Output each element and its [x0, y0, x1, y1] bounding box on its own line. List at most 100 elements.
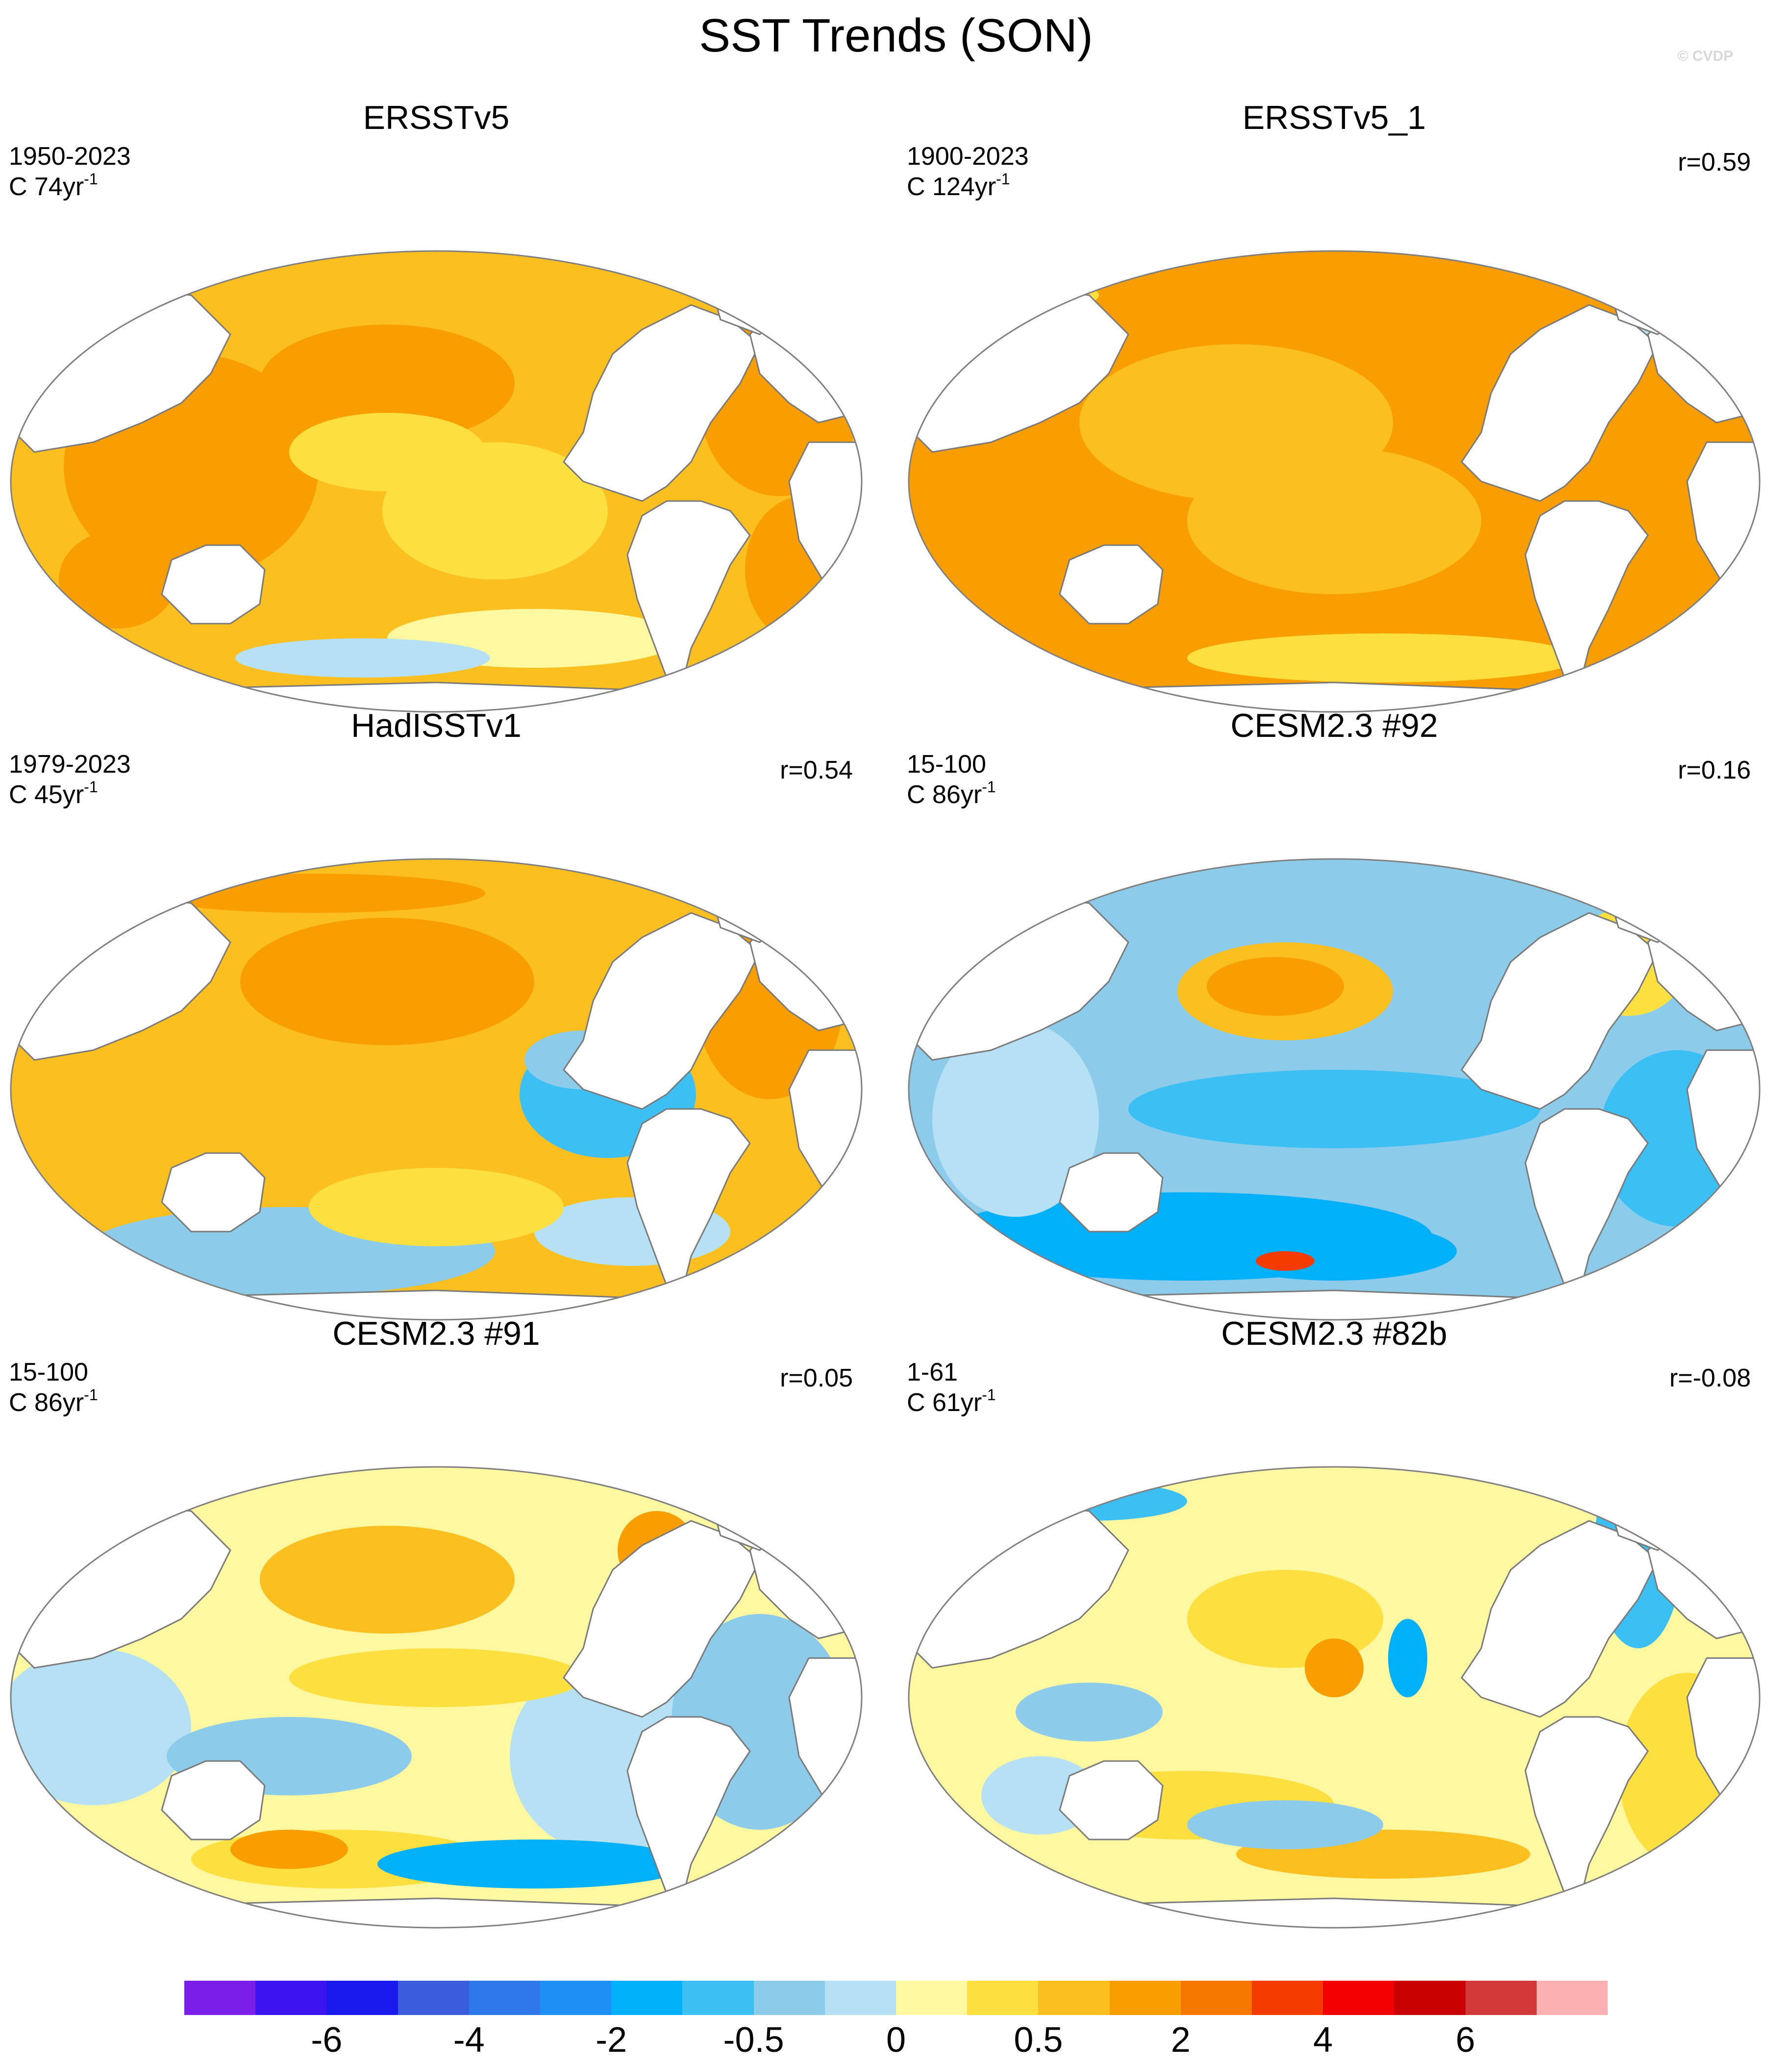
map-panel-ersstv5: ERSSTv5 1950-2023 C 74yr-1 — [0, 98, 872, 745]
pattern-correlation: r=0.59 — [1678, 148, 1751, 176]
figure-title: SST Trends (SON) — [699, 9, 1093, 62]
panel-title: HadISSTv1 — [351, 707, 522, 744]
anomaly-patch — [1128, 1070, 1540, 1148]
colorbar-tick-label: 2 — [1170, 2020, 1191, 2060]
anomaly-patch — [11, 1648, 191, 1805]
continent — [161, 1760, 266, 1840]
units-label: C 74yr-1 — [9, 170, 98, 201]
continent — [1059, 544, 1164, 625]
continent — [1461, 1520, 1659, 1718]
anomaly-patch — [260, 325, 515, 442]
anomaly-patch — [240, 918, 534, 1045]
anomaly-patch — [59, 530, 176, 629]
units-label: C 86yr-1 — [9, 1386, 98, 1417]
copyright-mark: © CVDP — [1677, 48, 1733, 64]
period-info: 15-100 C 86yr-1 — [9, 1357, 98, 1418]
colorbar-swatch — [753, 1981, 825, 2015]
panel-title: CESM2.3 #82b — [1221, 1315, 1447, 1352]
ocean-field — [909, 1467, 1760, 1928]
continent — [161, 1152, 266, 1233]
colorbar-tick-label: -4 — [453, 2020, 485, 2060]
period-range: 1950-2023 — [9, 142, 131, 171]
panel-title: ERSSTv5_1 — [1242, 99, 1426, 136]
continent — [1059, 1760, 1164, 1840]
anomaly-patch — [1256, 1251, 1315, 1271]
continent — [563, 1520, 761, 1718]
anomaly-patch — [932, 1021, 1099, 1217]
colorbar-swatch — [1394, 1981, 1466, 2015]
continent — [563, 912, 761, 1110]
anomaly-patch — [1207, 957, 1344, 1016]
ocean-field — [11, 1467, 862, 1928]
pattern-correlation: r=0.16 — [1678, 756, 1751, 784]
world-map — [908, 250, 1761, 713]
map-panel-cesm-92: CESM2.3 #92 15-100 C 86yr-1 r=0.16 — [898, 706, 1770, 1353]
map-border — [908, 1466, 1761, 1929]
colorbar-swatch — [1536, 1981, 1608, 2015]
colorbar-swatch — [398, 1981, 470, 2015]
colorbar-tick-label: -2 — [596, 2020, 627, 2060]
anomaly-patch — [1305, 1638, 1364, 1697]
period-info: 1979-2023 C 45yr-1 — [9, 749, 131, 810]
continent — [563, 304, 761, 502]
map-panel-cesm-82b: CESM2.3 #82b 1-61 C 61yr-1 r=-0.08 — [898, 1314, 1770, 1961]
colorbar-swatch — [967, 1981, 1039, 2015]
world-map — [10, 1466, 863, 1929]
pattern-correlation: r=0.54 — [780, 756, 853, 784]
anomaly-patch — [1187, 1800, 1383, 1849]
anomaly-patch — [1212, 1222, 1457, 1281]
period-info: 1-61 C 61yr-1 — [907, 1357, 996, 1418]
anomaly-patch — [44, 1040, 240, 1197]
anomaly-patch — [1187, 633, 1579, 682]
continent — [90, 1892, 782, 1928]
continent — [1059, 1152, 1164, 1233]
anomaly-patch — [1187, 447, 1481, 594]
units-label: C 86yr-1 — [907, 778, 996, 809]
world-map — [10, 858, 863, 1321]
colorbar-swatch — [1323, 1981, 1394, 2015]
colorbar-tick-label: -0.5 — [723, 2020, 784, 2060]
colorbar-tick-label: 0 — [886, 2020, 906, 2060]
ocean-field — [909, 859, 1760, 1320]
anomaly-patch — [260, 1526, 515, 1634]
continent — [1461, 912, 1659, 1110]
anomaly-patch — [377, 1839, 691, 1889]
anomaly-patch — [235, 638, 490, 678]
map-border — [10, 858, 863, 1321]
pattern-correlation: r=0.05 — [780, 1364, 853, 1392]
colorbar-tick-label: 6 — [1455, 2020, 1475, 2060]
map-panel-hadisstv1: HadISSTv1 1979-2023 C 45yr-1 r=0.54 — [0, 706, 872, 1353]
world-map — [908, 858, 1761, 1321]
world-map — [908, 1466, 1761, 1929]
anomaly-patch — [1016, 1683, 1163, 1741]
ocean-field — [11, 859, 862, 1320]
anomaly-patch — [942, 413, 1089, 570]
period-info: 1950-2023 C 74yr-1 — [9, 141, 131, 202]
continent — [988, 1892, 1680, 1928]
colorbar-swatch — [824, 1981, 896, 2015]
colorbar-swatch — [255, 1981, 327, 2015]
period-range: 1-61 — [907, 1358, 958, 1386]
units-label: C 124yr-1 — [907, 170, 1010, 201]
colorbar-tick-label: -6 — [311, 2020, 343, 2060]
continent — [161, 544, 266, 625]
anomaly-patch — [289, 413, 485, 491]
period-range: 1900-2023 — [907, 142, 1029, 171]
pattern-correlation: r=-0.08 — [1669, 1364, 1751, 1392]
colorbar-swatch — [1038, 1981, 1110, 2015]
map-border — [908, 858, 1761, 1321]
map-border — [10, 250, 863, 713]
colorbar-swatch — [540, 1981, 612, 2015]
colorbar-tick-label: 4 — [1313, 2020, 1333, 2060]
ocean-field — [909, 251, 1760, 712]
colorbar-tick-label: 0.5 — [1014, 2020, 1063, 2060]
anomaly-patch — [230, 1830, 348, 1869]
period-range: 15-100 — [907, 750, 986, 779]
ocean-field — [11, 251, 862, 712]
period-range: 1979-2023 — [9, 750, 131, 779]
map-border — [10, 1466, 863, 1929]
units-label: C 45yr-1 — [9, 778, 98, 809]
colorbar-swatch — [469, 1981, 541, 2015]
period-range: 15-100 — [9, 1358, 88, 1386]
colorbar-swatch — [1465, 1981, 1537, 2015]
